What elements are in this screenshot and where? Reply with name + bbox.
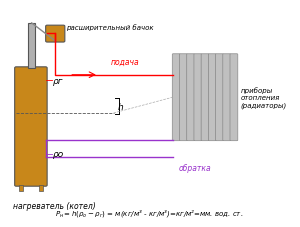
FancyBboxPatch shape: [194, 54, 202, 141]
FancyBboxPatch shape: [223, 54, 231, 141]
FancyBboxPatch shape: [172, 54, 180, 141]
FancyBboxPatch shape: [15, 67, 47, 186]
Bar: [19, 185, 22, 191]
Text: $P_н=h(\rho_о-\rho_г)$ = м(кг/м³ - кг/м³)=кг/м²=мм. вод. ст.: $P_н=h(\rho_о-\rho_г)$ = м(кг/м³ - кг/м³…: [55, 207, 243, 218]
Text: приборы
отопления
(радиаторы): приборы отопления (радиаторы): [241, 87, 287, 109]
Text: ρо: ρо: [53, 149, 64, 158]
FancyBboxPatch shape: [216, 54, 224, 141]
FancyBboxPatch shape: [187, 54, 194, 141]
Text: подача: подача: [111, 57, 140, 67]
FancyBboxPatch shape: [208, 54, 216, 141]
Text: расширительный бачок: расширительный бачок: [66, 24, 154, 31]
Text: нагреватель (котел): нагреватель (котел): [13, 201, 96, 210]
Bar: [28, 24, 35, 69]
Text: обратка: обратка: [178, 163, 211, 172]
Text: ρг: ρг: [53, 76, 64, 86]
FancyBboxPatch shape: [46, 26, 65, 43]
FancyBboxPatch shape: [230, 54, 238, 141]
Text: h: h: [118, 102, 124, 111]
FancyBboxPatch shape: [179, 54, 187, 141]
FancyBboxPatch shape: [201, 54, 209, 141]
Bar: [39, 185, 43, 191]
